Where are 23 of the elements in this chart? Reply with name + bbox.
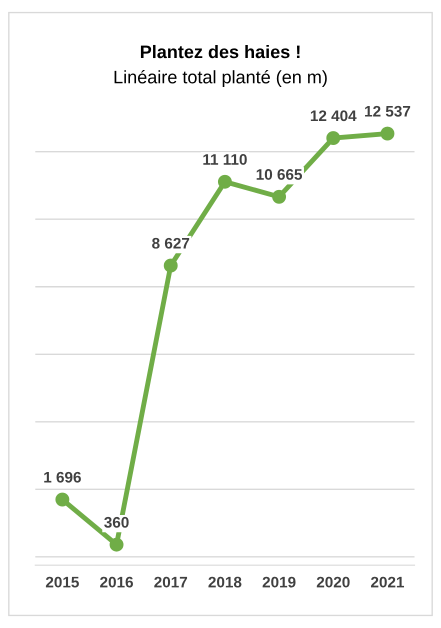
point xyxy=(164,258,178,273)
data-label: 11 110 xyxy=(203,154,247,165)
data-label: 12 404 xyxy=(310,110,357,122)
x-tick-label: 2017 xyxy=(154,576,188,588)
data-label: 12 537 xyxy=(365,106,410,117)
data-label: 8 627 xyxy=(152,238,190,249)
point xyxy=(326,131,340,146)
data-label: 360 xyxy=(104,516,129,528)
point xyxy=(380,126,394,141)
data-label: 1 696 xyxy=(44,472,81,483)
data-label: 10 665 xyxy=(256,169,302,180)
point xyxy=(110,538,124,552)
x-tick-label: 2016 xyxy=(100,576,133,588)
x-tick-label: 2021 xyxy=(370,576,404,588)
x-tick-label: 2020 xyxy=(316,576,350,588)
point xyxy=(272,190,286,204)
chart-title: Plantez des haies ! xyxy=(140,44,300,58)
point xyxy=(55,492,70,506)
x-tick-label: 2018 xyxy=(208,576,242,588)
x-tick-label: 2015 xyxy=(46,576,79,588)
point xyxy=(218,174,232,189)
x-tick-label: 2019 xyxy=(262,576,296,588)
chart-subtitle: Linéaire total planté (en m) xyxy=(114,70,327,88)
